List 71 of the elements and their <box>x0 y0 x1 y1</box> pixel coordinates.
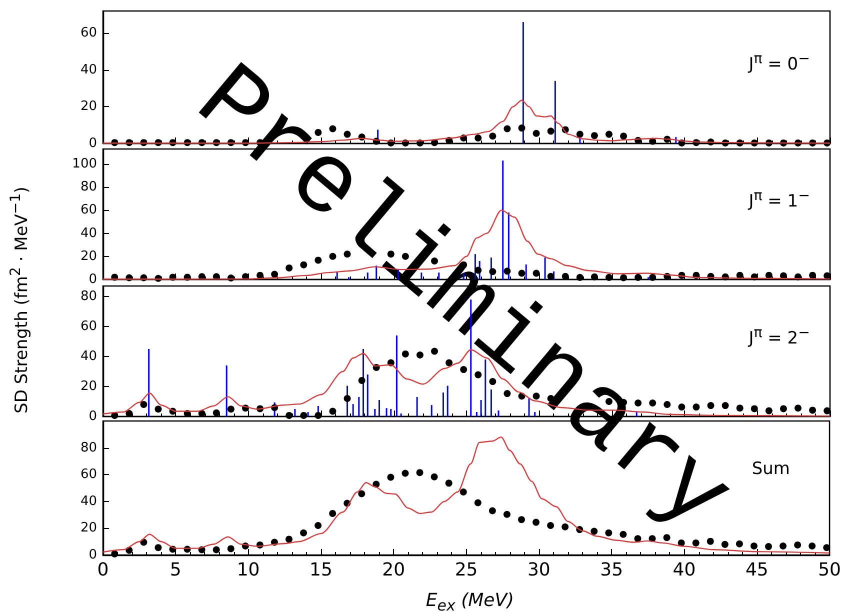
point <box>605 529 612 536</box>
x-tick-label: 45 <box>745 560 768 580</box>
point <box>765 407 772 414</box>
point <box>808 542 816 550</box>
annotation: J$^{π}$ = 0$^{−}$ <box>748 50 810 74</box>
point <box>126 410 133 417</box>
point <box>809 406 816 414</box>
y-tick-label: 100 <box>72 156 97 172</box>
point <box>780 405 787 412</box>
y-tick-label: 0 <box>88 409 97 424</box>
y-tick-label: 80 <box>80 440 97 456</box>
y-tick-label: 40 <box>80 494 97 509</box>
y-tick-label: 40 <box>80 226 97 241</box>
y-tick-label: 40 <box>80 349 97 364</box>
point <box>590 528 598 535</box>
x-tick-label: 35 <box>600 560 624 580</box>
point <box>154 544 162 552</box>
y-tick-label: 60 <box>80 319 97 334</box>
annotation: Sum <box>752 459 790 479</box>
point <box>111 550 118 558</box>
annotation: J$^{π}$ = 2$^{−}$ <box>748 324 810 349</box>
y-tick-label: 20 <box>80 248 97 264</box>
y-tick-label: 20 <box>80 99 97 114</box>
point <box>823 544 830 552</box>
point <box>286 536 292 543</box>
point <box>750 405 758 412</box>
x-tick-label: 25 <box>454 560 478 580</box>
point <box>154 406 162 413</box>
x-tick-label: 30 <box>527 560 550 580</box>
y-tick-label: 60 <box>80 467 97 482</box>
point <box>765 543 772 550</box>
point <box>736 540 743 548</box>
point <box>300 529 308 536</box>
y-tick-label: 40 <box>80 62 97 78</box>
x-tick-label: 10 <box>236 560 260 580</box>
point <box>212 546 220 554</box>
x-tick-label: 20 <box>382 560 406 580</box>
point <box>620 530 627 538</box>
point <box>824 407 831 414</box>
point <box>547 522 554 530</box>
point <box>765 272 772 279</box>
point <box>721 540 728 548</box>
point <box>706 538 714 545</box>
x-tick-label: 50 <box>818 560 841 580</box>
y-tick-label: 20 <box>80 379 97 394</box>
point <box>692 539 700 546</box>
y-tick-label: 0 <box>88 548 97 562</box>
point <box>663 534 670 542</box>
point <box>562 523 569 530</box>
y-tick-label: 80 <box>80 180 97 195</box>
point <box>314 522 322 530</box>
x-tick-label: 40 <box>672 560 696 580</box>
point <box>794 541 802 548</box>
point <box>780 542 787 550</box>
point <box>750 542 758 550</box>
y-tick-label: 60 <box>80 202 97 218</box>
x-tick-label: 5 <box>170 560 182 580</box>
point <box>227 545 234 552</box>
y-tick-label: 20 <box>80 520 97 536</box>
y-tick-label: 60 <box>80 26 97 41</box>
y-tick-label: 80 <box>80 289 97 304</box>
x-axis-title: E$_{ex}$ (MeV) <box>426 590 514 615</box>
point <box>140 401 148 408</box>
point <box>809 272 816 279</box>
point <box>634 535 642 542</box>
point <box>736 404 744 412</box>
x-tick-label: 15 <box>310 560 332 580</box>
annotation: J$^{π}$ = 1$^{−}$ <box>748 188 810 212</box>
point <box>794 404 802 412</box>
y-tick-label: 0 <box>88 272 97 287</box>
y-tick-label: 0 <box>88 136 97 151</box>
